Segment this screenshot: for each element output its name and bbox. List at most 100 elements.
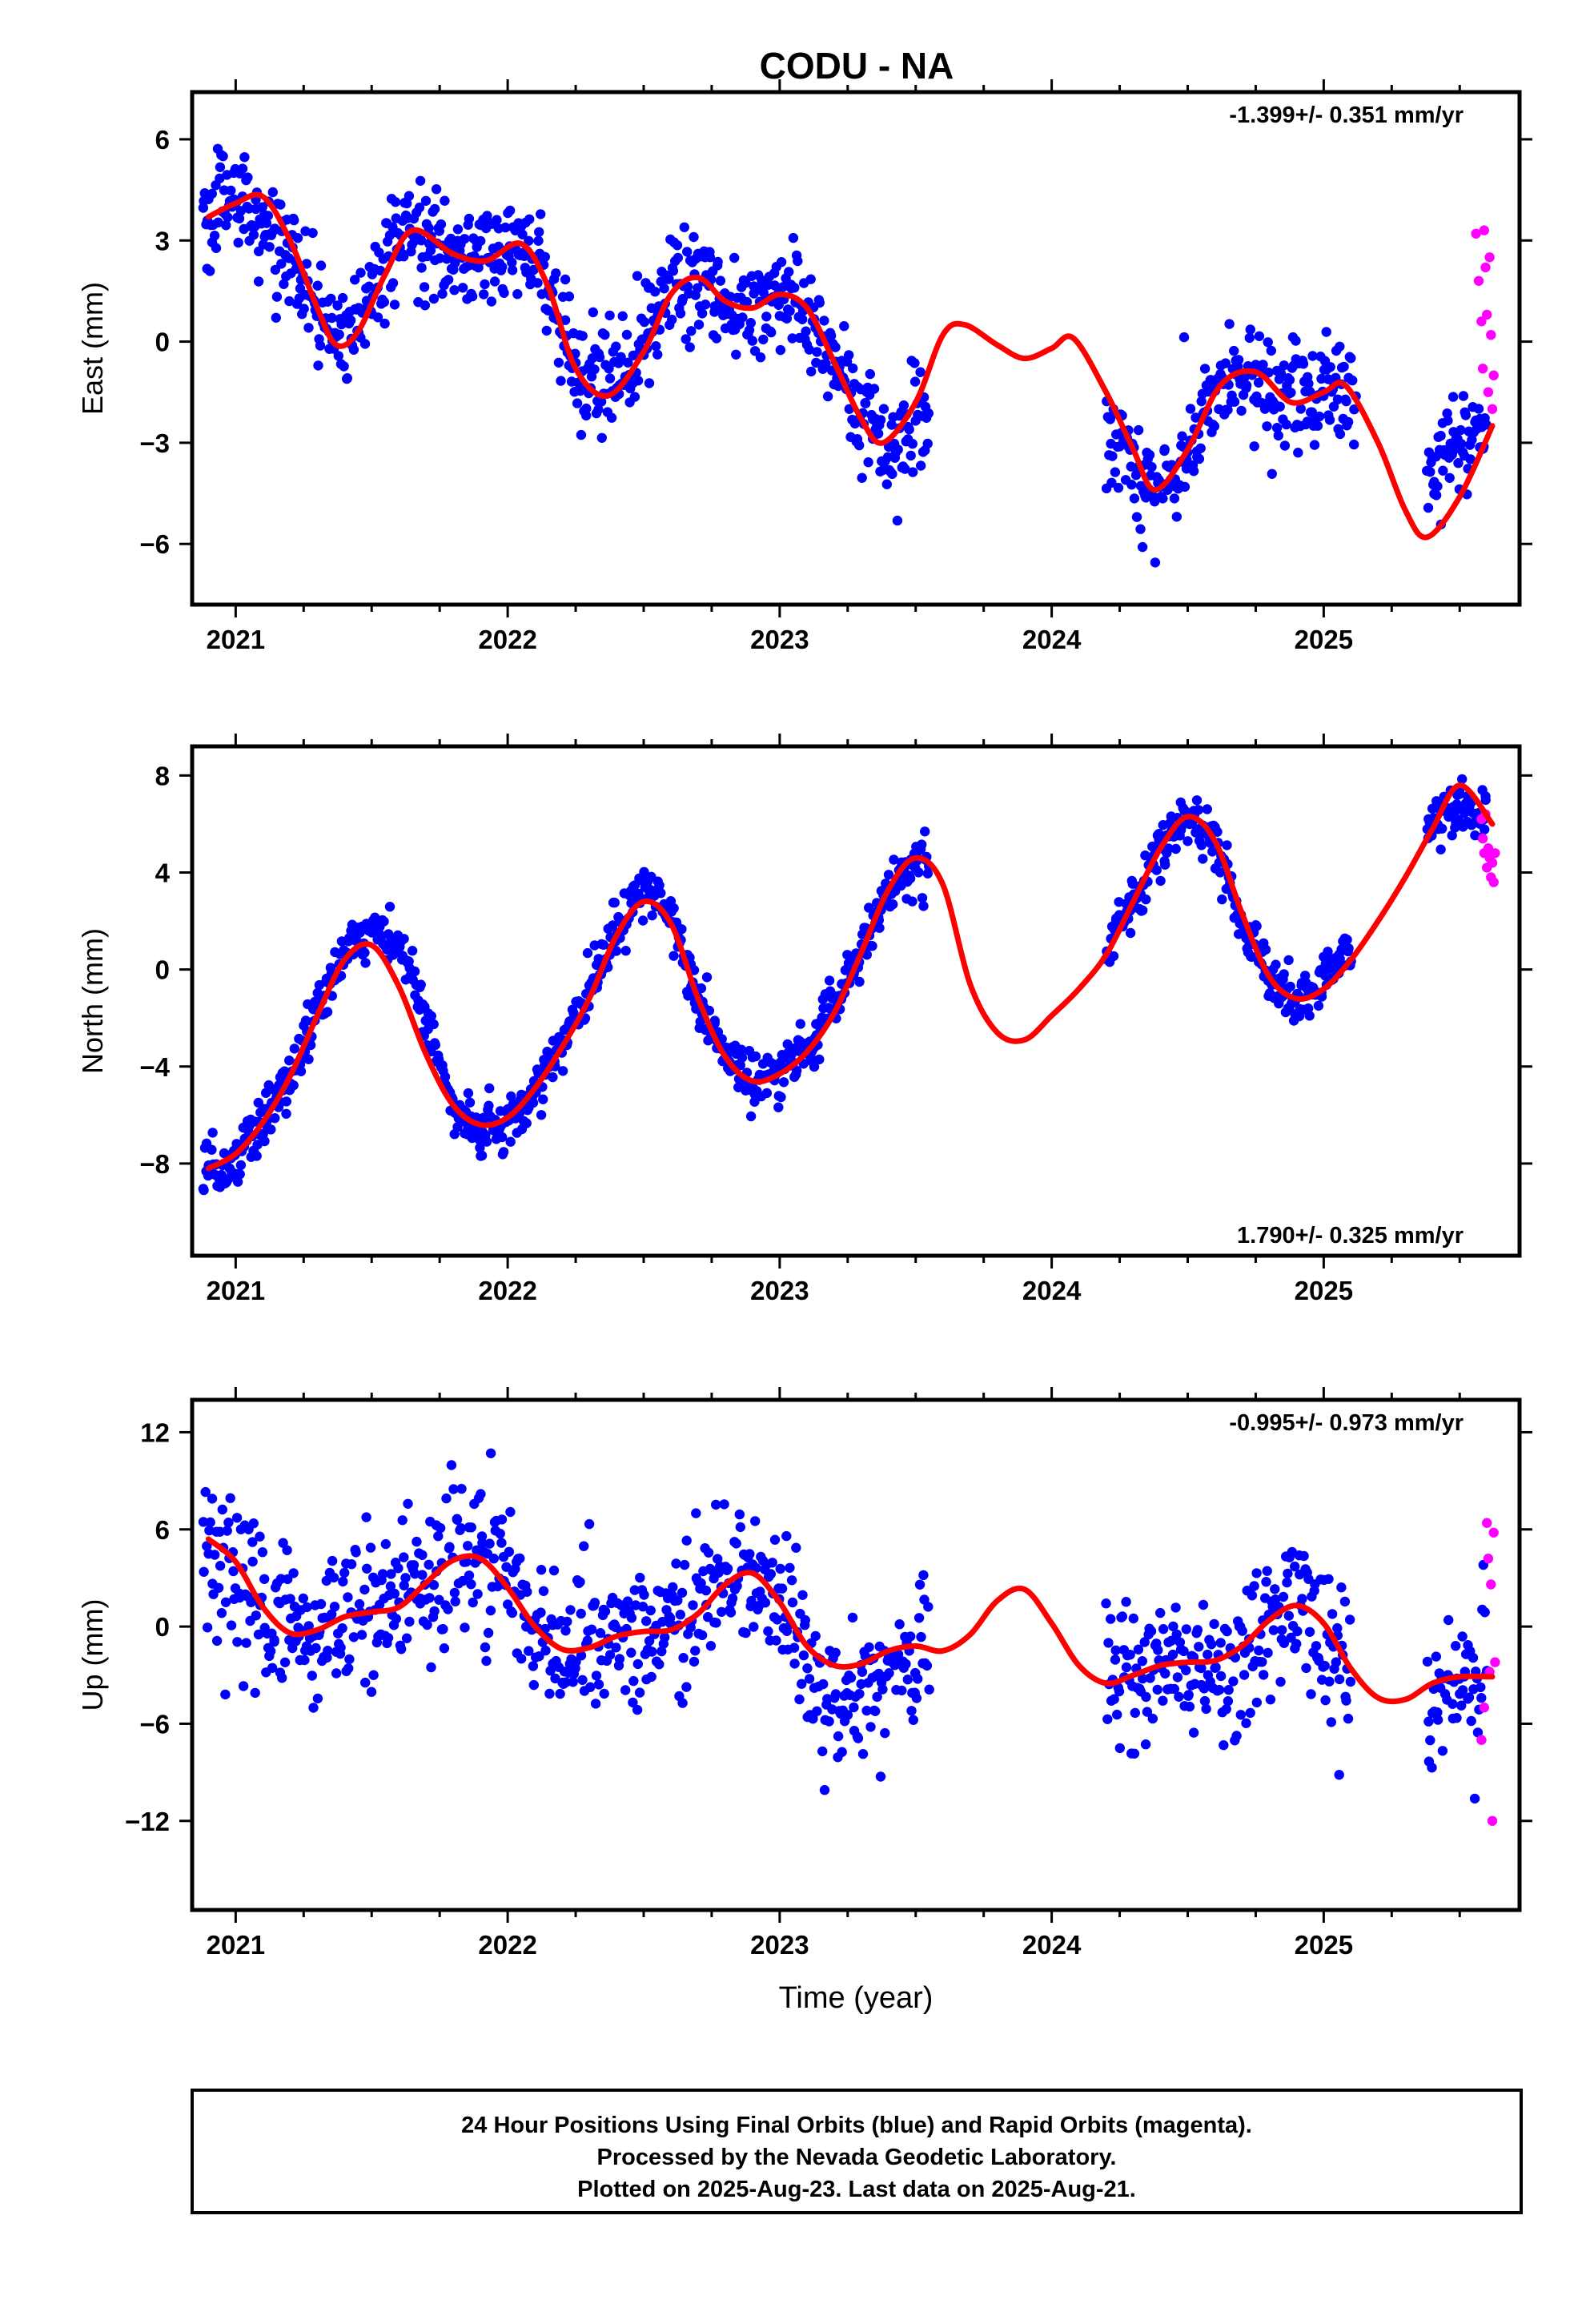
final-orbit-point — [821, 358, 831, 369]
final-orbit-point — [1321, 327, 1331, 337]
final-orbit-point — [1241, 1718, 1251, 1728]
final-orbit-point — [1233, 355, 1244, 365]
final-orbit-point — [1341, 1695, 1351, 1706]
final-orbit-point — [1291, 1638, 1302, 1649]
final-orbit-point — [359, 947, 370, 958]
final-orbit-point — [688, 1600, 698, 1610]
final-orbit-point — [918, 901, 929, 911]
final-orbit-point — [498, 1147, 509, 1157]
final-orbit-point — [808, 1714, 818, 1724]
final-orbit-point — [312, 1693, 323, 1704]
final-orbit-point — [1431, 1651, 1442, 1662]
final-orbit-point — [682, 247, 693, 257]
final-orbit-point — [873, 1668, 884, 1679]
final-orbit-point — [497, 262, 508, 272]
final-orbit-point — [576, 1608, 586, 1619]
final-orbit-point — [634, 1687, 645, 1698]
rapid-orbit-point — [1476, 1735, 1487, 1745]
final-orbit-point — [279, 1657, 291, 1667]
final-orbit-point — [692, 283, 703, 293]
final-orbit-points — [198, 1448, 1492, 1804]
final-orbit-point — [913, 1674, 923, 1684]
final-orbit-point — [301, 259, 312, 269]
final-orbit-point — [908, 1715, 919, 1725]
final-orbit-point — [440, 1072, 451, 1082]
y-tick-label: −4 — [139, 1052, 170, 1082]
final-orbit-point — [669, 951, 679, 961]
final-orbit-point — [620, 1685, 631, 1695]
final-orbit-point — [1273, 430, 1284, 441]
final-orbit-point — [463, 1088, 474, 1099]
final-orbit-point — [359, 339, 371, 349]
final-orbit-point — [1285, 981, 1295, 992]
final-orbit-point — [1125, 1650, 1135, 1660]
final-orbit-point — [916, 460, 926, 471]
final-orbit-point — [907, 439, 918, 449]
final-orbit-point — [1203, 1649, 1213, 1660]
final-orbit-point — [1153, 1645, 1163, 1655]
final-orbit-point — [1202, 804, 1213, 814]
final-orbit-point — [893, 1649, 904, 1659]
final-orbit-point — [920, 826, 930, 837]
final-orbit-point — [332, 300, 343, 311]
y-tick-label: −6 — [139, 1709, 170, 1739]
final-orbit-point — [1452, 1713, 1462, 1723]
final-orbit-point — [556, 376, 566, 386]
final-orbit-point — [668, 1582, 678, 1593]
final-orbit-point — [909, 376, 921, 387]
final-orbit-point — [1121, 1662, 1132, 1673]
final-orbit-point — [416, 235, 427, 246]
final-orbit-point — [797, 314, 808, 324]
final-orbit-point — [307, 227, 318, 239]
final-orbit-point — [801, 326, 811, 336]
final-orbit-point — [1169, 1683, 1180, 1695]
final-orbit-point — [1101, 1598, 1111, 1609]
rapid-orbit-point — [1477, 364, 1488, 374]
final-orbit-point — [383, 1633, 394, 1643]
final-orbit-point — [1275, 401, 1285, 412]
final-orbit-point — [1283, 955, 1294, 966]
final-orbit-point — [1324, 415, 1335, 425]
final-orbit-point — [737, 1052, 748, 1063]
final-orbit-point — [1291, 336, 1301, 346]
final-orbit-point — [211, 1635, 223, 1647]
final-orbit-point — [1432, 481, 1443, 492]
final-orbit-point — [654, 880, 665, 891]
rapid-orbit-point — [1482, 309, 1492, 320]
final-orbit-point — [1453, 458, 1464, 468]
final-orbit-point — [675, 1610, 685, 1620]
final-orbit-point — [865, 368, 876, 380]
final-orbit-point — [596, 432, 607, 443]
final-orbit-point — [788, 232, 799, 243]
final-orbit-point — [402, 198, 412, 209]
final-orbit-point — [233, 237, 243, 248]
final-orbit-point — [315, 260, 327, 271]
final-orbit-point — [528, 1661, 539, 1671]
final-orbit-point — [600, 1606, 611, 1617]
final-orbit-point — [1275, 1676, 1286, 1687]
final-orbit-point — [1103, 1638, 1114, 1648]
final-orbit-point — [729, 252, 740, 263]
final-orbit-point — [922, 868, 934, 879]
final-orbit-point — [791, 1542, 801, 1553]
final-orbit-point — [1110, 1655, 1121, 1665]
final-orbit-point — [1334, 1770, 1344, 1780]
final-orbit-point — [1432, 1707, 1443, 1718]
x-tick-label: 2023 — [750, 625, 809, 654]
final-orbit-point — [225, 1493, 235, 1503]
final-orbit-point — [1260, 944, 1271, 955]
final-orbit-point — [499, 287, 509, 298]
final-orbit-point — [673, 252, 683, 263]
final-orbit-point — [506, 1091, 516, 1102]
final-orbit-point — [248, 230, 259, 240]
final-orbit-point — [906, 1706, 917, 1716]
final-orbit-point — [1170, 843, 1181, 854]
final-orbit-point — [538, 1094, 548, 1104]
final-orbit-point — [1224, 319, 1235, 329]
final-orbit-point — [854, 976, 865, 987]
final-orbit-point — [1108, 951, 1119, 962]
final-orbit-point — [867, 941, 877, 951]
final-orbit-point — [345, 315, 356, 326]
final-orbit-point — [711, 333, 722, 344]
final-orbit-point — [893, 444, 903, 455]
